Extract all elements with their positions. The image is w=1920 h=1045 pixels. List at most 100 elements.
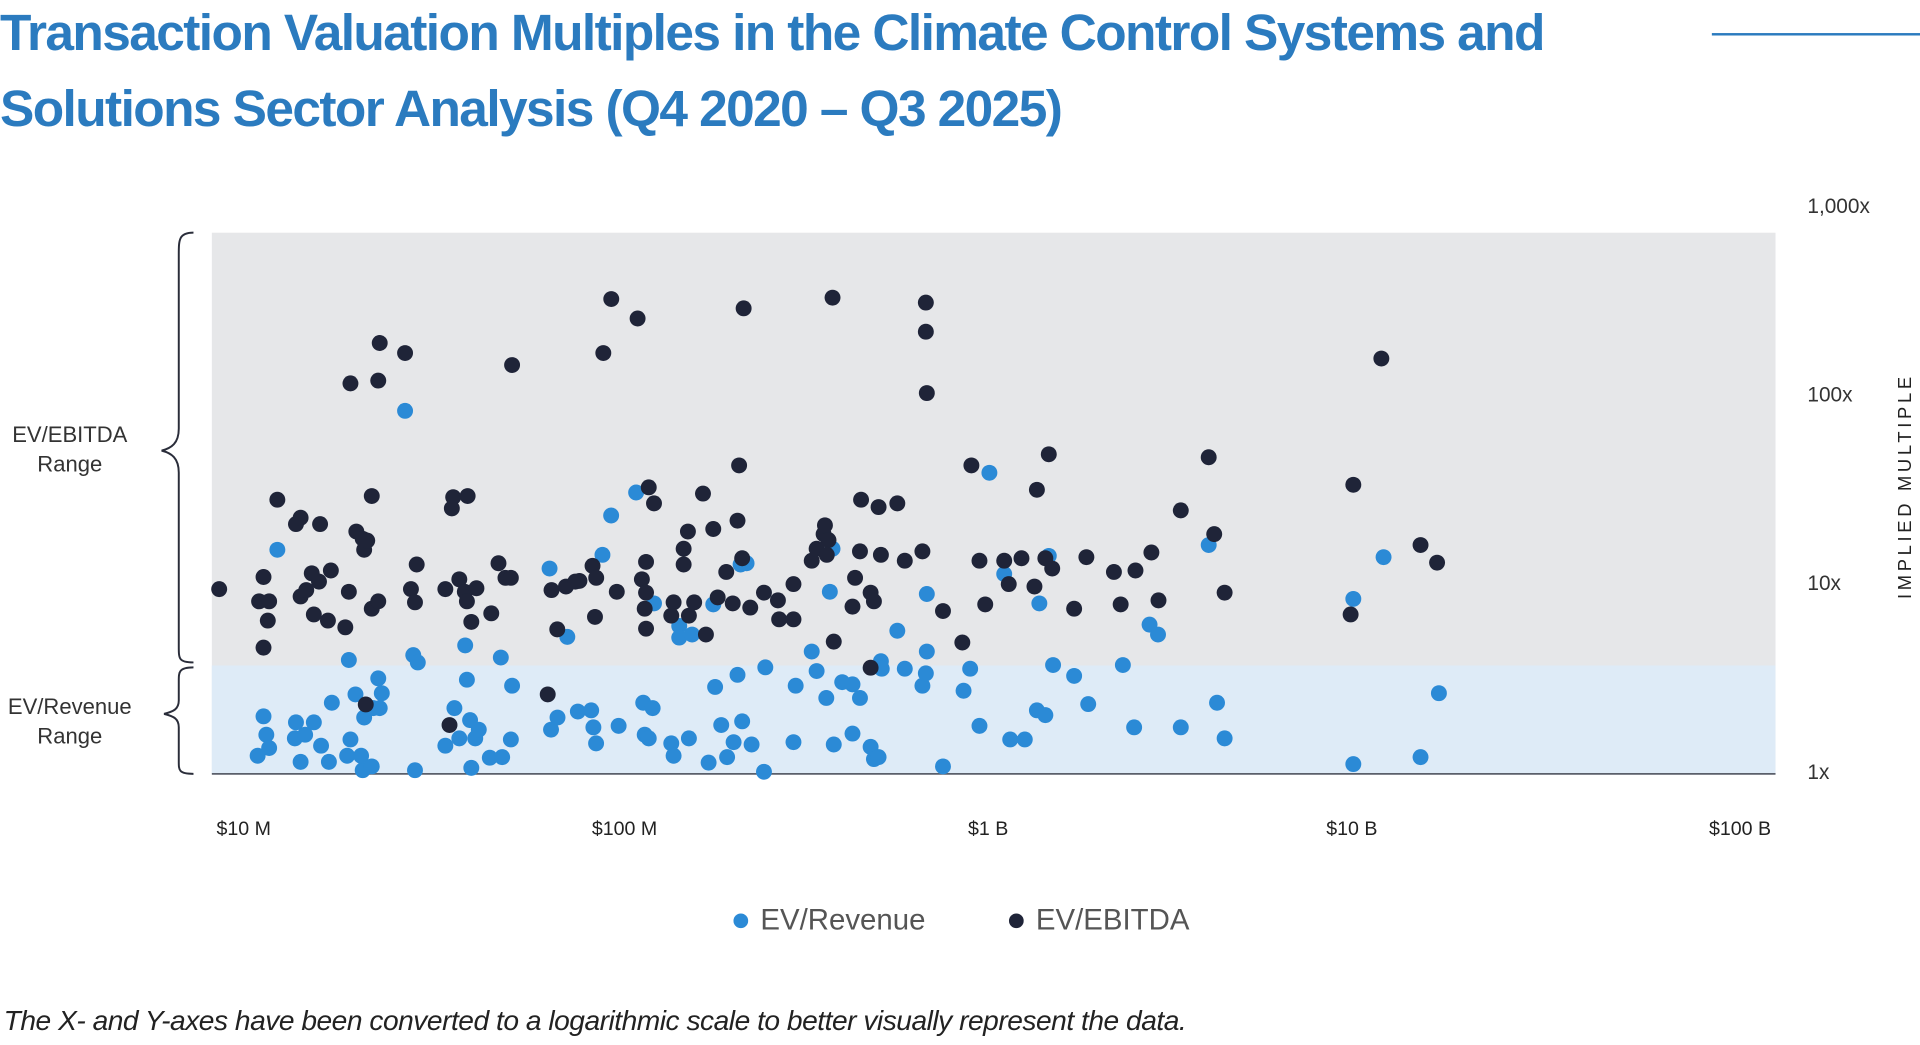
- ev-revenue-point: [437, 737, 454, 754]
- ev-revenue-point: [1066, 667, 1083, 684]
- ev-ebitda-point: [818, 546, 835, 563]
- ev-ebitda-point: [870, 499, 887, 516]
- ev-revenue-point: [825, 736, 842, 753]
- ev-ebitda-point: [371, 335, 388, 351]
- ev-revenue-point: [1412, 749, 1429, 766]
- ev-ebitda-point: [255, 639, 272, 656]
- ev-revenue-point: [481, 749, 498, 766]
- ev-ebitda-point: [539, 686, 556, 703]
- ev-ebitda-point: [697, 626, 714, 643]
- ev-ebitda-point: [971, 552, 988, 569]
- ev-ebitda-point: [1412, 537, 1429, 553]
- ev-ebitda-point: [1028, 481, 1045, 498]
- ev-ebitda-point: [785, 576, 802, 593]
- ev-ebitda-point: [1066, 600, 1083, 617]
- ev-ebitda-point: [638, 584, 655, 601]
- ev-revenue-point: [1150, 626, 1166, 643]
- ev-revenue-point: [914, 677, 931, 694]
- ev-revenue-point: [1045, 657, 1062, 673]
- ev-ebitda-point: [1040, 446, 1057, 463]
- ev-revenue-point: [734, 713, 751, 730]
- y-tick-label: 100x: [1807, 383, 1853, 407]
- ev-ebitda-point: [695, 485, 711, 502]
- ev-revenue-point: [594, 546, 611, 563]
- ev-ebitda-point: [1044, 560, 1061, 577]
- x-tick-label: $1 B: [968, 819, 1009, 841]
- ev-ebitda-point: [363, 488, 380, 505]
- ev-revenue-point: [918, 643, 935, 660]
- ev-revenue-point: [700, 754, 717, 771]
- ev-revenue-point: [258, 726, 275, 743]
- x-tick-label: $100 M: [591, 819, 658, 841]
- ev-ebitda-point: [319, 612, 336, 629]
- ebitda-range-label-line1: EV/EBITDA: [12, 422, 128, 447]
- ev-revenue-point: [962, 660, 979, 677]
- ev-ebitda-point: [665, 594, 682, 611]
- ev-ebitda-point: [679, 523, 696, 540]
- ev-revenue-point: [541, 560, 558, 577]
- ev-ebitda-point: [259, 612, 276, 629]
- ev-ebitda-point: [663, 607, 680, 624]
- ev-revenue-point: [808, 663, 825, 679]
- revenue-range-label-line2: Range: [37, 723, 103, 749]
- ev-revenue-point: [504, 677, 521, 694]
- x-tick-label: $10 B: [1326, 819, 1378, 841]
- ev-revenue-point: [719, 749, 736, 766]
- ev-revenue-point: [1345, 756, 1362, 773]
- ev-ebitda-point: [756, 584, 772, 601]
- ev-ebitda-point: [629, 310, 646, 327]
- ev-revenue-point: [713, 717, 730, 733]
- ev-ebitda-point: [1342, 606, 1359, 623]
- ev-ebitda-point: [853, 491, 870, 508]
- ev-ebitda-point: [686, 594, 703, 611]
- ev-ebitda-point: [1150, 592, 1167, 609]
- ev-ebitda-point: [441, 717, 458, 733]
- ev-revenue-point: [640, 730, 657, 747]
- ev-revenue-point: [1216, 730, 1233, 747]
- revenue-range-label: EV/Revenue Range: [0, 692, 143, 751]
- ev-ebitda-point: [963, 457, 980, 474]
- ev-ebitda-point: [311, 573, 327, 590]
- ev-revenue-point: [756, 763, 772, 780]
- ev-revenue-point: [292, 753, 309, 770]
- ev-ebitda-point: [483, 605, 500, 622]
- ev-ebitda-point: [718, 564, 735, 580]
- ev-ebitda-point: [437, 581, 454, 598]
- ev-ebitda-point: [588, 569, 605, 586]
- ev-ebitda-point: [337, 619, 354, 636]
- ev-ebitda-point: [918, 385, 935, 402]
- ev-ebitda-point: [769, 592, 786, 609]
- ev-ebitda-point: [504, 357, 521, 373]
- ev-ebitda-point: [889, 495, 906, 512]
- legend-item-ev-ebitda: EV/EBITDA: [1008, 904, 1189, 938]
- ev-ebitda-point: [298, 582, 315, 599]
- ev-revenue-point: [320, 753, 337, 770]
- ev-ebitda-point: [468, 580, 485, 597]
- ev-ebitda-point: [408, 556, 425, 573]
- ev-ebitda-point: [490, 555, 507, 572]
- ebitda-range-label-line2: Range: [37, 451, 103, 477]
- ev-ebitda-point: [255, 569, 272, 585]
- ev-ebitda-point: [342, 375, 359, 392]
- ev-ebitda-point: [340, 583, 357, 600]
- ev-ebitda-point: [292, 509, 309, 526]
- ev-ebitda-point: [1000, 576, 1017, 593]
- ev-revenue-point: [1209, 694, 1225, 711]
- ev-ebitda-point: [872, 546, 889, 563]
- ev-revenue-point: [663, 735, 680, 752]
- ebitda-range-brace: [161, 231, 194, 664]
- ev-revenue-point: [569, 703, 586, 720]
- ev-ebitda-point: [865, 593, 882, 610]
- ev-ebitda-point: [443, 500, 460, 517]
- ev-ebitda-point: [735, 300, 752, 317]
- ev-ebitda-point: [977, 596, 994, 613]
- ev-ebitda-point: [402, 581, 419, 598]
- revenue-range-label-line1: EV/Revenue: [7, 694, 132, 719]
- ev-ebitda-point: [734, 550, 751, 567]
- ev-revenue-point: [1375, 549, 1392, 566]
- revenue-range-brace: [163, 666, 194, 775]
- ev-revenue-point: [725, 734, 742, 751]
- ev-ebitda-point: [1013, 550, 1030, 567]
- ev-ebitda-point: [459, 488, 476, 505]
